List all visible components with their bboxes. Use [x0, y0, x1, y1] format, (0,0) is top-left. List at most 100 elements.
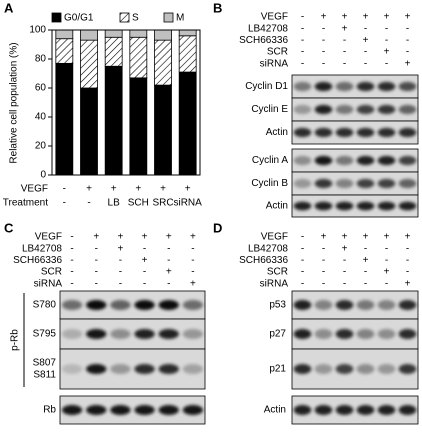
bar-segment	[154, 29, 172, 41]
blot-label: Cyclin E	[251, 104, 288, 115]
blot-band	[182, 405, 204, 415]
treatment-sign: -	[322, 255, 325, 266]
treatment-sign: -	[406, 35, 409, 46]
treatment-sign: -	[406, 47, 409, 58]
plot-frame	[51, 29, 201, 176]
blot-band	[61, 405, 83, 415]
blot-band	[356, 364, 375, 374]
y-axis-label: Relative cell population (%)	[9, 42, 20, 163]
treatment-sign: +	[93, 232, 99, 243]
blot-band	[335, 300, 354, 310]
blot-band	[398, 155, 417, 166]
treatment-sign: +	[363, 35, 369, 46]
blot-band	[110, 364, 131, 374]
blot-band	[314, 405, 333, 415]
blot-band	[398, 178, 417, 189]
blot-band	[314, 127, 333, 138]
blot-band	[314, 364, 333, 374]
blot-band	[398, 127, 417, 138]
blot-band	[293, 300, 312, 310]
y-tick-label: 100	[29, 25, 46, 36]
treatment-sign: +	[142, 232, 148, 243]
blot-band	[377, 364, 396, 374]
bar-segment	[80, 29, 98, 41]
treatment-label: SCH66336	[239, 35, 288, 46]
blot-band	[158, 364, 179, 374]
blot-band	[134, 329, 155, 339]
blot-band	[293, 155, 312, 166]
treatment-sign: +	[405, 278, 411, 289]
treatment-sign: -	[343, 255, 346, 266]
treatment-sign: -	[301, 47, 304, 58]
treatment-sign: -	[301, 58, 304, 69]
treatment-sign: -	[322, 47, 325, 58]
treatment-sign: +	[405, 58, 411, 69]
treatment-label: SCH66336	[13, 255, 62, 266]
blot-strip	[59, 318, 206, 350]
treatment-sign: -	[143, 278, 146, 289]
blot-strip	[59, 290, 206, 320]
treatment-sign: -	[343, 35, 346, 46]
blot-band	[86, 405, 107, 415]
treatment-sign: -	[70, 255, 73, 266]
blot-band	[335, 364, 354, 374]
blot-band	[314, 300, 333, 310]
blot-band	[356, 81, 375, 92]
panel-letter: C	[4, 220, 14, 235]
blot-band	[182, 329, 204, 339]
blot-band	[335, 81, 354, 92]
treatment-sign: -	[95, 267, 98, 278]
bar-segment	[129, 77, 148, 176]
blot-strip	[291, 318, 419, 350]
blot-band	[314, 155, 333, 166]
y-tick-label: 20	[35, 141, 47, 152]
treatment-label: VEGF	[261, 232, 288, 243]
blot-band	[377, 201, 396, 211]
treatment-sign: -	[95, 278, 98, 289]
x-tick-label: -	[87, 198, 90, 209]
treatment-sign: -	[364, 267, 367, 278]
treatment-sign: -	[119, 267, 122, 278]
y-tick-label: 60	[35, 83, 47, 94]
treatment-sign: +	[384, 267, 390, 278]
blot-band	[377, 155, 396, 166]
bar-segment	[80, 39, 98, 89]
blot-label: Cyclin D1	[245, 81, 288, 92]
blot-band	[356, 127, 375, 138]
treatment-sign: -	[70, 278, 73, 289]
treatment-sign: -	[191, 255, 194, 266]
blot-label: Rb	[43, 405, 56, 416]
treatment-label: siRNA	[260, 278, 289, 289]
blot-band	[293, 127, 312, 138]
treatment-label: LB42708	[248, 23, 288, 34]
treatment-label: SCR	[41, 267, 62, 278]
blot-label: Actin	[266, 201, 288, 212]
treatment-sign: -	[385, 23, 388, 34]
blot-band	[356, 300, 375, 310]
treatment-sign: -	[301, 255, 304, 266]
group-label: p-Rb	[10, 329, 21, 351]
treatment-sign: +	[321, 12, 327, 23]
legend-swatch	[119, 12, 130, 23]
treatment-sign: -	[167, 243, 170, 254]
treatment-sign: +	[363, 232, 369, 243]
blot-band	[377, 104, 396, 115]
blot-band	[110, 300, 131, 310]
blot-band	[398, 104, 417, 115]
blot-label: Actin	[264, 405, 286, 416]
treatment-label: SCR	[267, 47, 288, 58]
blot-band	[398, 201, 417, 211]
blot-band	[377, 405, 396, 415]
blot-band	[398, 329, 417, 339]
x-tick-label: LB	[108, 198, 121, 209]
treatment-sign: -	[301, 243, 304, 254]
blot-label: Actin	[266, 127, 288, 138]
blot-band	[293, 405, 312, 415]
row-label: Treatment	[3, 198, 48, 209]
blot-band	[314, 104, 333, 115]
treatment-label: LB42708	[22, 243, 62, 254]
treatment-sign: +	[166, 267, 172, 278]
treatment-sign: -	[385, 243, 388, 254]
treatment-sign: -	[322, 35, 325, 46]
treatment-label: VEGF	[261, 12, 288, 23]
